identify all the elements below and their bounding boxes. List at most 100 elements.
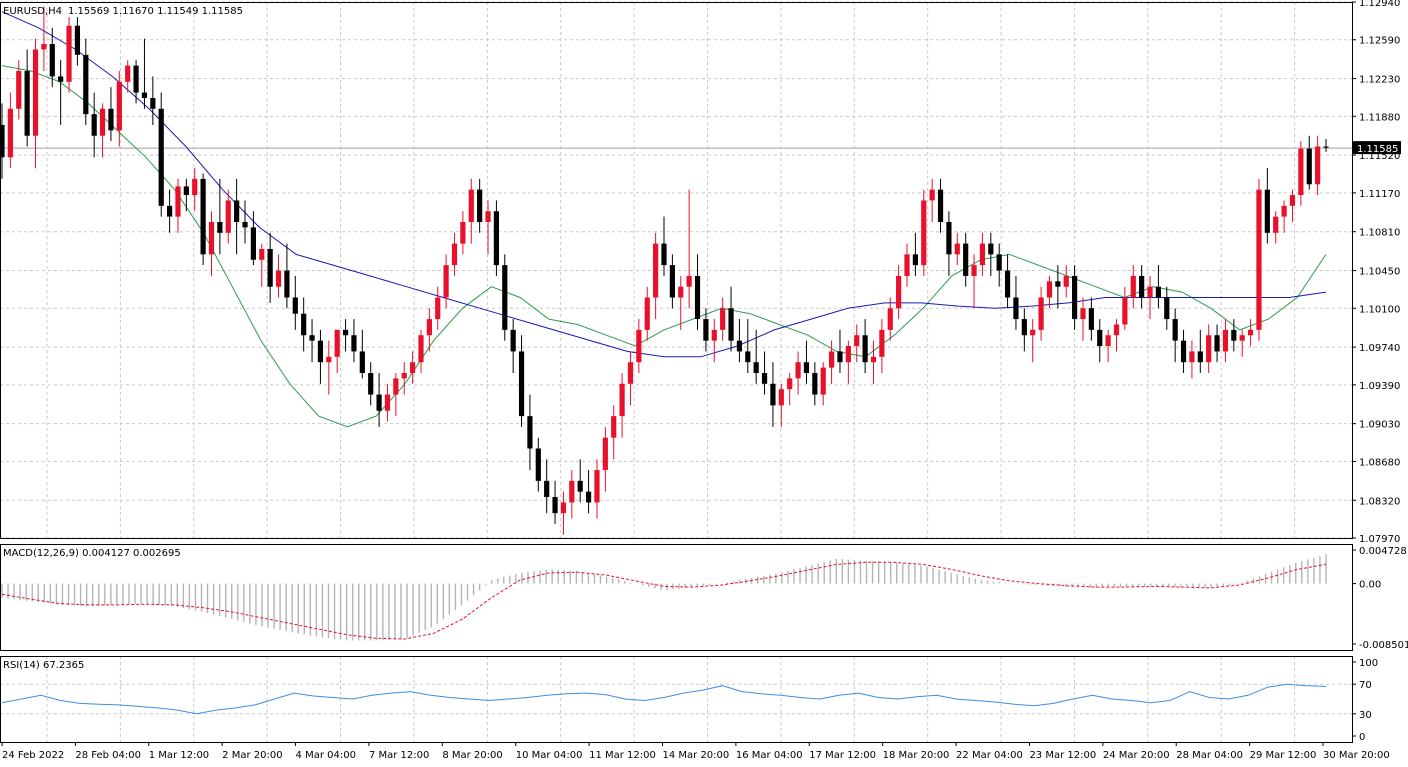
price-tick-label: 1.10450: [1359, 267, 1400, 278]
candle-body: [1038, 297, 1044, 330]
candle-body: [661, 243, 667, 266]
current-price-marker: 1.11585: [1353, 141, 1401, 155]
candle-body: [7, 108, 13, 158]
candle: [1298, 141, 1304, 206]
candle: [1315, 135, 1321, 196]
candle: [1080, 297, 1086, 341]
candle: [99, 103, 106, 158]
candle-body: [761, 372, 768, 384]
candle-body: [158, 108, 164, 206]
price-tick-label: 1.12230: [1359, 75, 1400, 86]
candle: [451, 232, 458, 276]
time-tick-label: 24 Mar 20:00: [1103, 750, 1170, 761]
time-tick-label: 11 Mar 12:00: [589, 750, 656, 761]
candle: [0, 103, 5, 179]
candle: [921, 189, 927, 276]
candle-body: [736, 340, 743, 352]
candle: [166, 189, 173, 233]
candle: [275, 254, 282, 298]
candle-body: [711, 329, 717, 341]
candle-body: [217, 222, 223, 233]
candle-body: [1055, 281, 1061, 287]
candle: [217, 178, 223, 255]
candle: [175, 178, 181, 233]
macd-label: MACD(12,26,9) 0.004127 0.002695: [3, 548, 181, 559]
time-tick-label: 8 Mar 20:00: [442, 750, 502, 761]
candle: [711, 319, 717, 363]
candle-body: [301, 313, 307, 336]
candle: [644, 286, 650, 341]
ohlc-values: 1.15569 1.11670 1.11549 1.11585: [68, 6, 243, 17]
candle: [74, 17, 81, 66]
candle: [410, 351, 416, 384]
candle: [1155, 265, 1162, 309]
candle-body: [686, 275, 692, 287]
candle-body: [435, 297, 441, 320]
candle-body: [518, 351, 525, 417]
price-tick-label: 1.10100: [1359, 304, 1400, 315]
time-tick-label: 17 Mar 12:00: [809, 750, 876, 761]
candle-body: [1088, 308, 1094, 330]
candle-body: [669, 265, 675, 298]
time-tick-label: 28 Feb 04:00: [75, 750, 141, 761]
time-tick-label: 10 Mar 04:00: [516, 750, 583, 761]
candle-body: [200, 178, 206, 255]
candle-body: [745, 351, 751, 363]
current-price-label: 1.11585: [1357, 144, 1398, 155]
candle: [250, 211, 256, 266]
candle-body: [326, 356, 332, 363]
candle: [443, 254, 449, 309]
candle-body: [896, 275, 902, 309]
candle: [803, 340, 810, 384]
price-tick-label: 1.08680: [1359, 457, 1400, 468]
candle-body: [384, 394, 391, 411]
candle-body: [644, 297, 650, 330]
time-tick-label: 4 Mar 04:00: [296, 750, 356, 761]
candle-body: [1130, 275, 1136, 298]
candle-body: [1004, 270, 1011, 298]
price-tick-label: 1.12590: [1359, 36, 1400, 47]
candle-body: [1080, 308, 1086, 320]
candle: [1247, 319, 1254, 347]
candle: [728, 286, 734, 352]
candle: [1222, 319, 1229, 363]
candle: [485, 200, 491, 255]
candle: [158, 92, 164, 217]
candle: [602, 426, 608, 492]
candle: [1088, 297, 1094, 341]
candle: [1306, 135, 1312, 190]
candle: [384, 383, 391, 422]
candle-body: [317, 340, 324, 363]
candle-body: [569, 480, 575, 503]
price-tick-label: 1.12940: [1359, 0, 1400, 9]
candle: [703, 308, 709, 352]
price-tick-label: 1.09390: [1359, 381, 1400, 392]
candle-body: [535, 448, 541, 481]
candle-body: [141, 92, 148, 98]
candle: [795, 351, 801, 395]
candle-body: [694, 275, 701, 320]
candle: [41, 6, 47, 72]
symbol-label: EURUSD,H4: [3, 6, 62, 17]
candle-body: [1180, 340, 1187, 363]
candle-body: [1021, 319, 1027, 336]
candle: [820, 362, 826, 406]
candle: [200, 173, 206, 266]
candle-body: [334, 329, 340, 357]
candle-body: [166, 205, 173, 217]
candle: [510, 319, 516, 373]
time-tick-label: 24 Feb 2022: [2, 750, 64, 761]
candle: [1197, 329, 1203, 373]
candle: [83, 38, 89, 125]
candle-body: [1298, 148, 1304, 196]
candle-body: [577, 480, 583, 492]
candle-body: [83, 54, 89, 115]
candle: [468, 178, 474, 244]
candle-body: [1164, 297, 1170, 320]
candle: [761, 351, 768, 395]
moving-averages: [1, 11, 1327, 428]
candle: [988, 232, 994, 276]
candle-body: [275, 270, 282, 287]
candle-body: [183, 186, 189, 196]
